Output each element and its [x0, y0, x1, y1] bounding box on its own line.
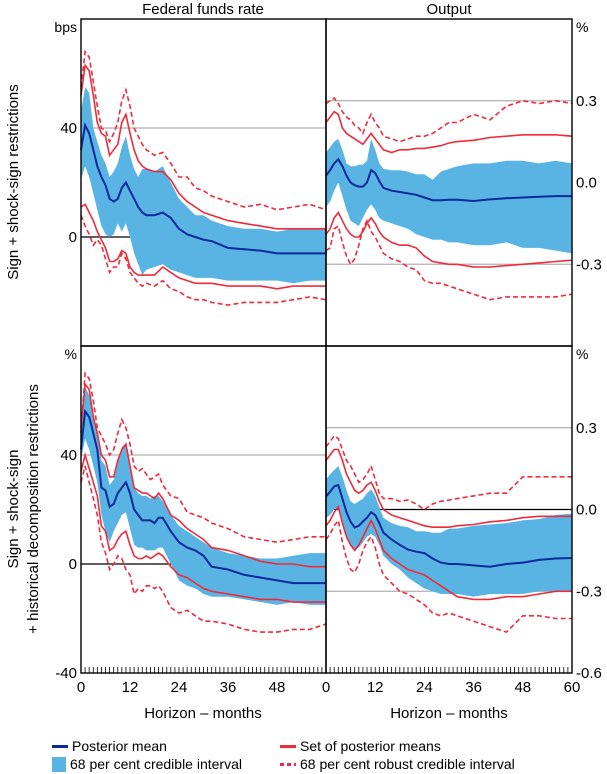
posterior-mean-line-bottom-left [80, 408, 326, 585]
tick-labels: 0 12 24 36 48 0 12 24 36 48 60040-0.30.00.3-40040-… [55, 93, 602, 696]
robust-lower-line-top-left [80, 214, 327, 306]
legend-label-robust-credible-interval: 68 per cent robust credible interval [300, 756, 515, 772]
impulse-response-chart: Federal funds rate Output Sign + shock-s… [5, 1, 602, 722]
x-tick-label-right: 60 [564, 679, 581, 696]
column-title-federal-funds-rate: Federal funds rate [142, 1, 264, 18]
credible-interval-band-top-right [326, 138, 572, 254]
y-tick-label-left: 40 [60, 447, 77, 464]
legend-swatch-posterior-mean [52, 744, 68, 748]
x-axis-title-left: Horizon – months [144, 705, 262, 722]
column-title-output: Output [426, 1, 472, 18]
x-tick-label-right: 24 [416, 679, 433, 696]
legend-swatch-credible-interval [52, 756, 66, 772]
legend-item-credible-interval: 68 per cent credible interval [52, 756, 242, 772]
row-title-top: Sign + shock-sign restrictions [5, 84, 22, 280]
x-tick-label-left: 0 [77, 679, 85, 696]
legend-item-set-of-posterior-means: Set of posterior means [280, 738, 441, 754]
x-axis-title-right: Horizon – months [390, 705, 508, 722]
x-tick-label-left: 12 [122, 679, 139, 696]
x-tick-label-left: 48 [269, 679, 286, 696]
y-tick-label-right: 0.0 [576, 502, 597, 519]
y-tick-label-left: 0 [69, 229, 77, 246]
y-tick-label-right: -0.3 [576, 583, 602, 600]
x-tick-label-right: 48 [514, 679, 531, 696]
legend: Posterior mean Set of posterior means 68… [52, 734, 592, 774]
posterior-mean-line-top-right [325, 157, 572, 203]
robust-upper-line-top-right [325, 96, 573, 143]
y-tick-label-right: 0.0 [576, 175, 597, 192]
left-unit-top: bps [54, 19, 77, 35]
y-tick-label-right: 0.3 [576, 93, 597, 110]
x-tick-label-right: 0 [322, 679, 330, 696]
row-title-bottom-line1: Sign + shock-sign [5, 450, 22, 569]
y-tick-label-left: 0 [69, 556, 77, 573]
legend-swatch-robust-credible-interval [280, 762, 296, 766]
robust-lower-line-bottom-right [325, 518, 572, 634]
legend-swatch-set-of-posterior-means [280, 744, 296, 748]
legend-item-robust-credible-interval: 68 per cent robust credible interval [280, 756, 515, 772]
set-upper-line-bottom-right [325, 448, 572, 528]
robust-upper-line-bottom-left [80, 371, 326, 544]
y-tick-label-left: -40 [55, 665, 77, 682]
set-lower-line-bottom-right [325, 504, 572, 601]
x-tick-label-left: 36 [220, 679, 237, 696]
posterior-mean-line-bottom-right [325, 483, 573, 568]
set-lower-line-bottom-left [80, 451, 326, 603]
y-tick-label-right: 0.3 [576, 420, 597, 437]
credible-interval-band-bottom-right [326, 465, 572, 597]
set-upper-line-top-left [80, 63, 326, 230]
robust-lower-line-bottom-left [80, 465, 327, 633]
posterior-mean-line-top-left [80, 122, 326, 255]
y-tick-label-right: -0.6 [576, 665, 602, 682]
x-tick-label-right: 36 [465, 679, 482, 696]
legend-label-set-of-posterior-means: Set of posterior means [300, 738, 441, 754]
series-layer [80, 49, 573, 634]
left-unit-bottom: % [65, 346, 77, 362]
set-upper-line-bottom-left [80, 382, 326, 568]
credible-interval-band-top-left [81, 87, 326, 284]
x-tick-label-left: 24 [171, 679, 188, 696]
right-unit-top: % [576, 19, 588, 35]
row-title-bottom-line2: + historical decomposition restrictions [25, 384, 42, 634]
robust-lower-line-top-right [325, 218, 573, 301]
legend-label-credible-interval: 68 per cent credible interval [70, 756, 242, 772]
robust-upper-line-top-left [80, 49, 327, 211]
robust-upper-line-bottom-right [325, 434, 572, 511]
set-lower-line-top-left [80, 203, 326, 290]
set-lower-line-top-right [325, 210, 573, 268]
y-tick-label-left: 40 [60, 120, 77, 137]
y-tick-label-right: -0.3 [576, 256, 602, 273]
set-upper-line-top-right [325, 110, 573, 154]
x-tick-label-right: 12 [367, 679, 384, 696]
legend-label-posterior-mean: Posterior mean [72, 738, 167, 754]
right-unit-bottom: % [576, 346, 588, 362]
legend-item-posterior-mean: Posterior mean [52, 738, 167, 754]
axes [80, 18, 573, 674]
